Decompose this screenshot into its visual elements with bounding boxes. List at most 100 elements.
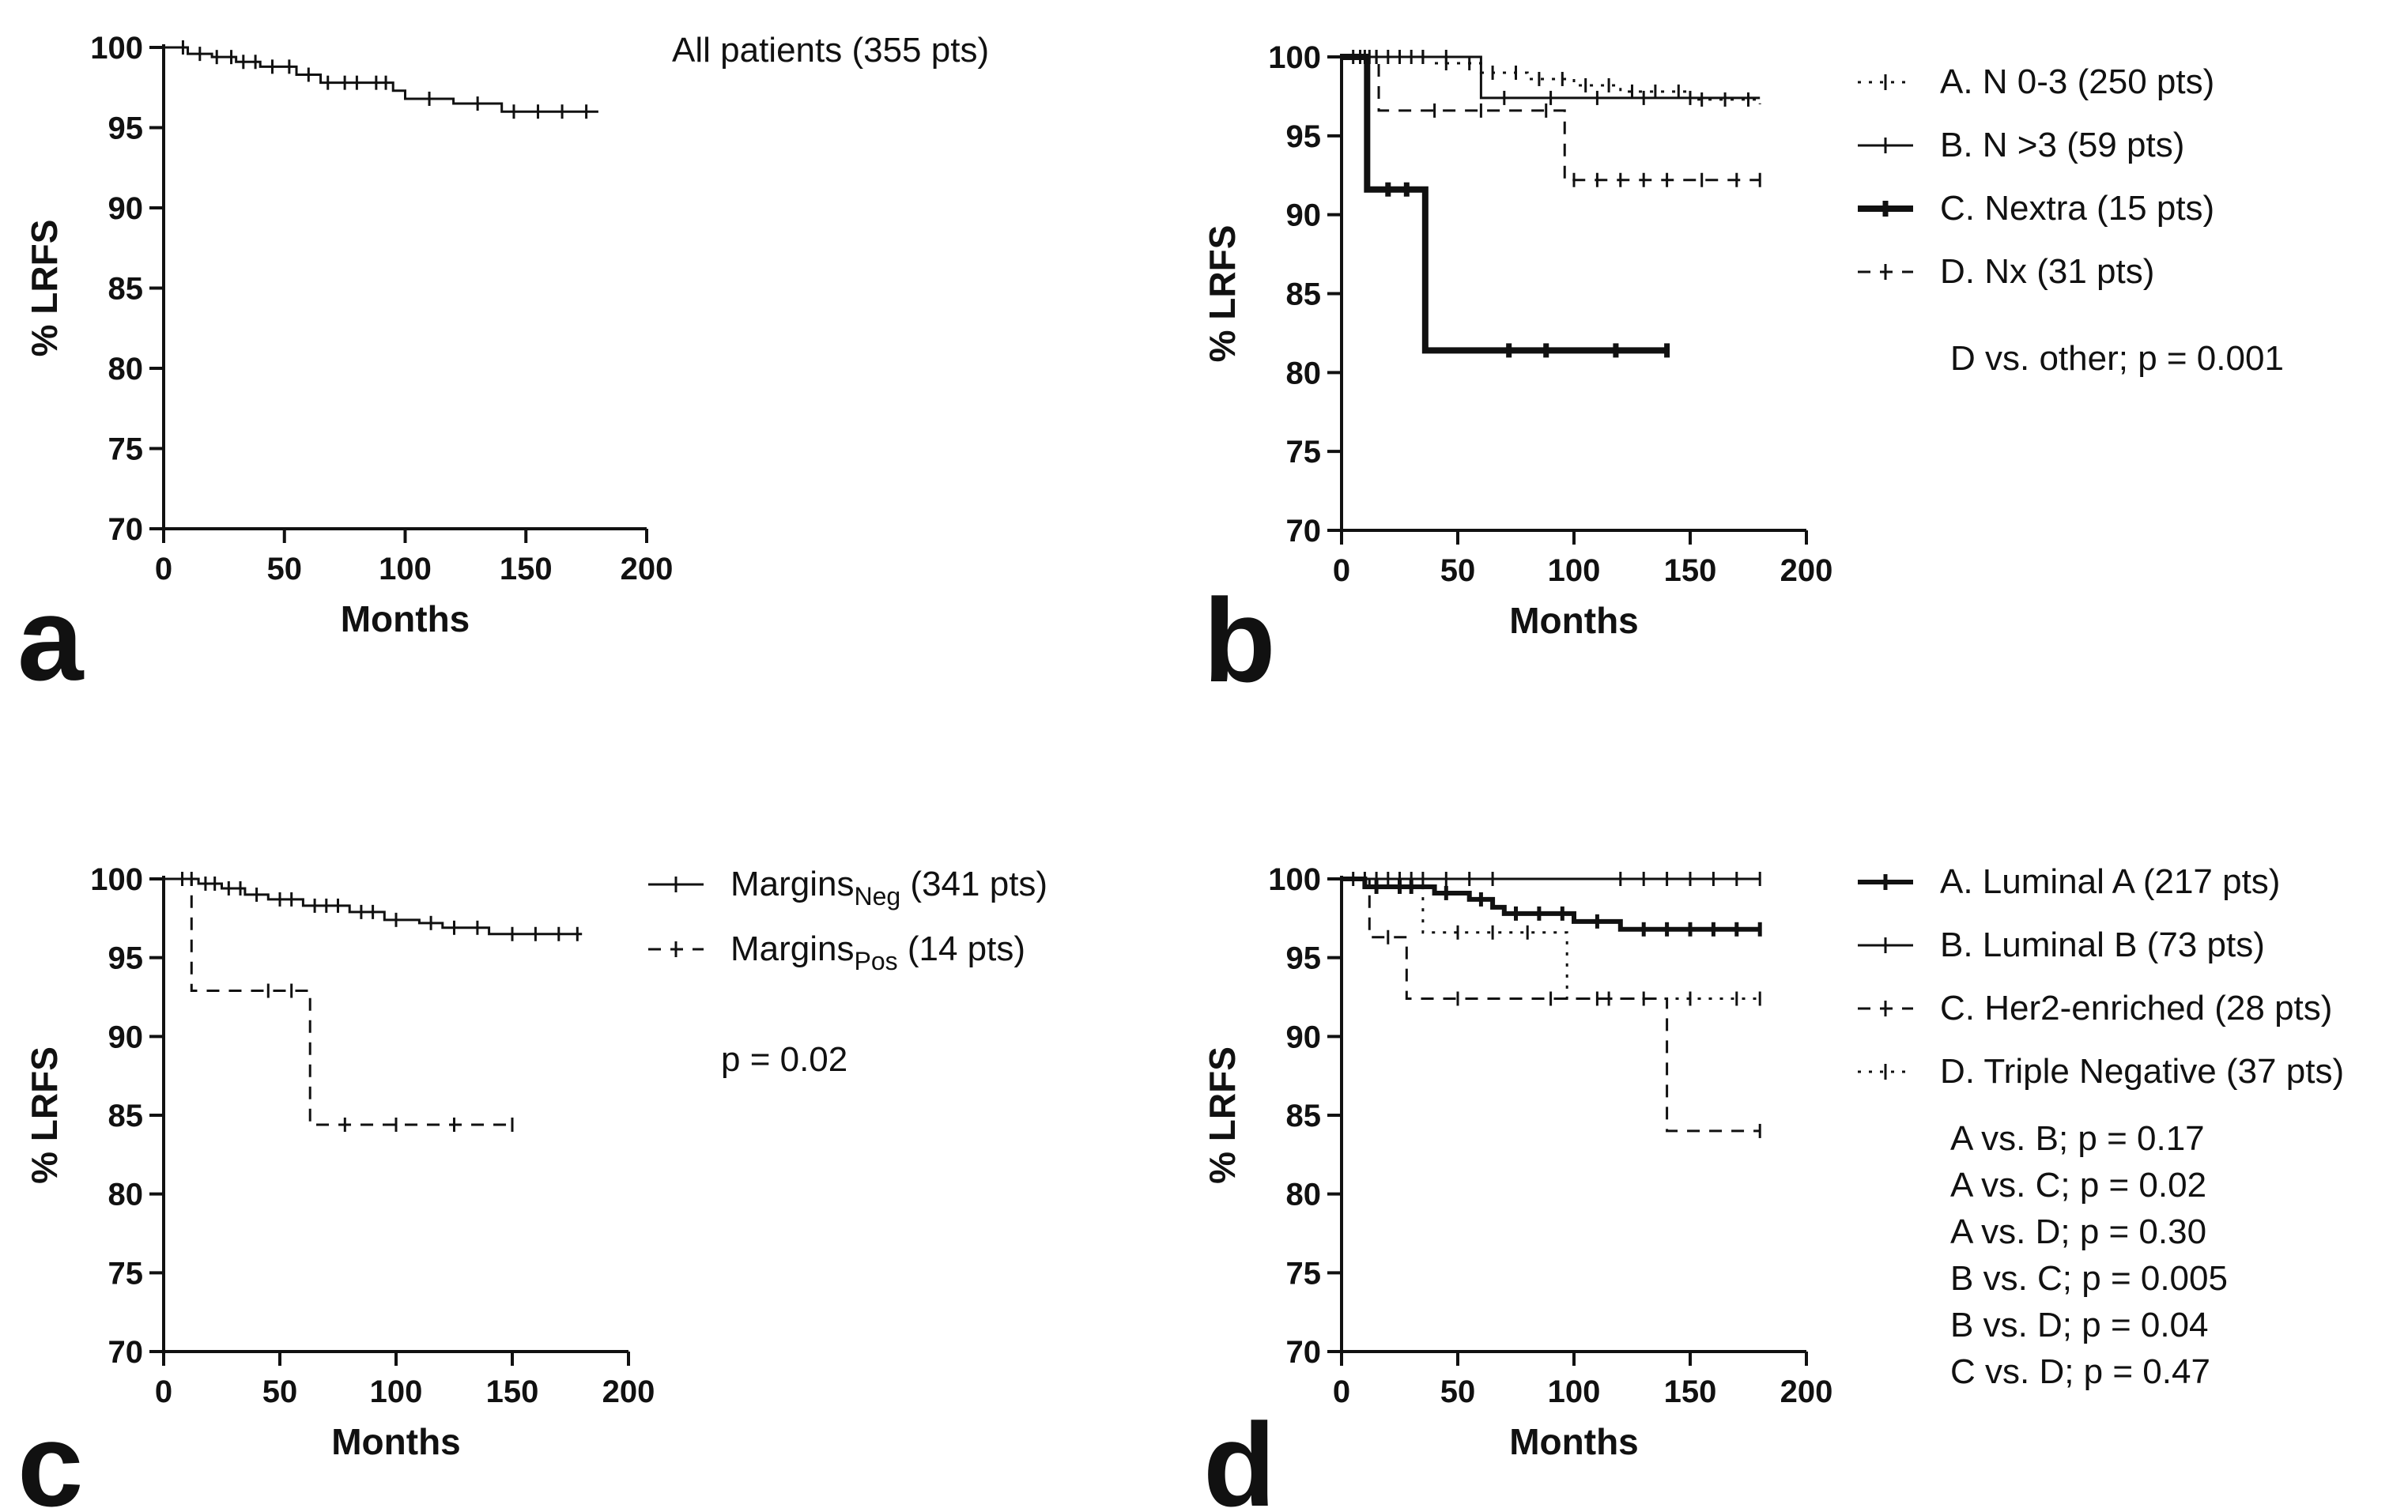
x-tick-label: 50	[1440, 553, 1476, 588]
x-tick-label: 150	[1664, 553, 1717, 588]
x-axis-label: Months	[341, 598, 470, 639]
series-line-b-2	[1342, 54, 1667, 354]
legend-label: A. N 0-3 (250 pts)	[1940, 62, 2214, 101]
y-tick-label: 70	[108, 512, 144, 547]
y-tick-label: 80	[1286, 356, 1322, 390]
y-tick-label: 90	[1286, 198, 1322, 233]
stat-line: A vs. C; p = 0.02	[1950, 1166, 2206, 1205]
legend-entry: D. Triple Negative (37 pts)	[1940, 1052, 2344, 1091]
panel-annotation: All patients (355 pts)	[672, 31, 989, 70]
legend-label: B. Luminal B (73 pts)	[1940, 926, 2265, 964]
y-tick-label: 80	[1286, 1178, 1322, 1212]
x-tick-label: 0	[1333, 553, 1350, 588]
x-tick-label: 100	[1548, 553, 1601, 588]
legend-entry: B. Luminal B (73 pts)	[1940, 926, 2265, 964]
x-tick-label: 50	[262, 1374, 298, 1409]
series-line-d-0	[1342, 877, 1761, 932]
y-tick-label: 90	[1286, 1020, 1322, 1054]
y-tick-label: 85	[1286, 277, 1322, 312]
x-tick-label: 150	[500, 552, 553, 586]
legend-entry: C. Nextra (15 pts)	[1940, 189, 2214, 228]
x-tick-label: 200	[621, 552, 674, 586]
x-tick-label: 50	[267, 552, 303, 586]
stat-line: A vs. D; p = 0.30	[1950, 1212, 2206, 1251]
legend-entry: MarginsNeg (341 pts)	[730, 865, 1047, 911]
legend-label: C. Nextra (15 pts)	[1940, 189, 2214, 228]
series-line-b-1	[1342, 55, 1761, 100]
series-line-d-2	[1342, 877, 1761, 1133]
panel-letter: d	[1203, 1398, 1276, 1512]
legend-label: C. Her2-enriched (28 pts)	[1940, 989, 2332, 1027]
y-tick-label: 70	[1286, 1335, 1322, 1370]
y-tick-label: 100	[90, 31, 143, 66]
series-line-c-1	[164, 877, 512, 1126]
y-tick-label: 100	[1268, 862, 1321, 897]
y-tick-label: 95	[108, 941, 144, 976]
series-line-d-3	[1342, 877, 1761, 1000]
y-tick-label: 90	[108, 191, 144, 226]
y-axis-label: % LRFS	[24, 220, 65, 357]
legend-entry: D. Nx (31 pts)	[1940, 252, 2154, 291]
panel-c: 70 75 80 85 90 95 100 0 50 100 150 200 Months % LRFS c…	[17, 862, 1047, 1512]
x-axis-label: Months	[331, 1421, 461, 1462]
legend-entry: C. Her2-enriched (28 pts)	[1940, 989, 2332, 1027]
y-tick-label: 70	[108, 1335, 144, 1370]
y-axis-label: % LRFS	[1202, 225, 1243, 363]
legend-label: D. Nx (31 pts)	[1940, 252, 2154, 291]
x-tick-label: 100	[1548, 1374, 1601, 1409]
series-line-b-3	[1342, 55, 1761, 182]
x-tick-label: 150	[1664, 1374, 1717, 1409]
y-tick-label: 100	[1268, 40, 1321, 75]
panel-letter: c	[17, 1398, 83, 1512]
y-tick-label: 85	[108, 1099, 144, 1133]
panel-d: 70 75 80 85 90 95 100 0 50 100 150 200 Months % LRFS d…	[1202, 862, 2344, 1512]
legend-entry: A. Luminal A (217 pts)	[1940, 862, 2280, 901]
y-tick-label: 95	[1286, 941, 1322, 976]
series-line-a-0	[164, 46, 598, 113]
y-tick-label: 75	[108, 1256, 144, 1291]
legend-entry: A. N 0-3 (250 pts)	[1940, 62, 2214, 101]
y-tick-label: 80	[108, 1178, 144, 1212]
x-axis-label: Months	[1509, 1421, 1639, 1462]
stat-line: C vs. D; p = 0.47	[1950, 1352, 2210, 1391]
x-tick-label: 0	[1333, 1374, 1350, 1409]
y-tick-label: 100	[90, 862, 143, 897]
y-axis-label: % LRFS	[1202, 1046, 1243, 1184]
legend-label: Margins	[730, 929, 855, 968]
y-tick-label: 85	[1286, 1099, 1322, 1133]
x-tick-label: 0	[155, 1374, 172, 1409]
legend-suffix: (14 pts)	[898, 929, 1025, 968]
stat-line: p = 0.02	[721, 1040, 847, 1079]
x-tick-label: 200	[1780, 553, 1833, 588]
x-tick-label: 200	[1780, 1374, 1833, 1409]
y-tick-label: 85	[108, 272, 144, 307]
y-tick-label: 75	[1286, 1256, 1322, 1291]
x-tick-label: 150	[486, 1374, 539, 1409]
y-axis-label: % LRFS	[24, 1046, 65, 1184]
stat-line: B vs. C; p = 0.005	[1950, 1259, 2228, 1298]
y-tick-label: 75	[108, 432, 144, 467]
y-tick-label: 95	[108, 111, 144, 146]
y-tick-label: 70	[1286, 514, 1322, 549]
y-tick-label: 80	[108, 352, 144, 386]
y-tick-label: 95	[1286, 119, 1322, 154]
x-tick-label: 0	[155, 552, 172, 586]
legend-label: D. Triple Negative (37 pts)	[1940, 1052, 2344, 1091]
legend-subscript: Neg	[855, 882, 901, 911]
x-tick-label: 100	[379, 552, 432, 586]
y-tick-label: 90	[108, 1020, 144, 1054]
legend-subscript: Pos	[855, 947, 898, 975]
stat-line: B vs. D; p = 0.04	[1950, 1306, 2209, 1344]
panel-letter: a	[17, 572, 85, 705]
panel-letter: b	[1203, 574, 1276, 707]
legend-label: B. N >3 (59 pts)	[1940, 126, 2184, 164]
legend-label: Margins	[730, 865, 855, 903]
x-tick-label: 50	[1440, 1374, 1476, 1409]
panel-b: 70 75 80 85 90 95 100 0 50 100 150 200 Months % LRFS b…	[1202, 40, 2284, 707]
panel-a: 70 75 80 85 90 95 100 0 50 100 150 200 Months % LRFS a…	[17, 31, 989, 705]
x-axis-label: Months	[1509, 600, 1639, 641]
y-tick-label: 75	[1286, 435, 1322, 469]
legend-entry: B. N >3 (59 pts)	[1940, 126, 2184, 164]
legend-suffix: (341 pts)	[900, 865, 1047, 903]
